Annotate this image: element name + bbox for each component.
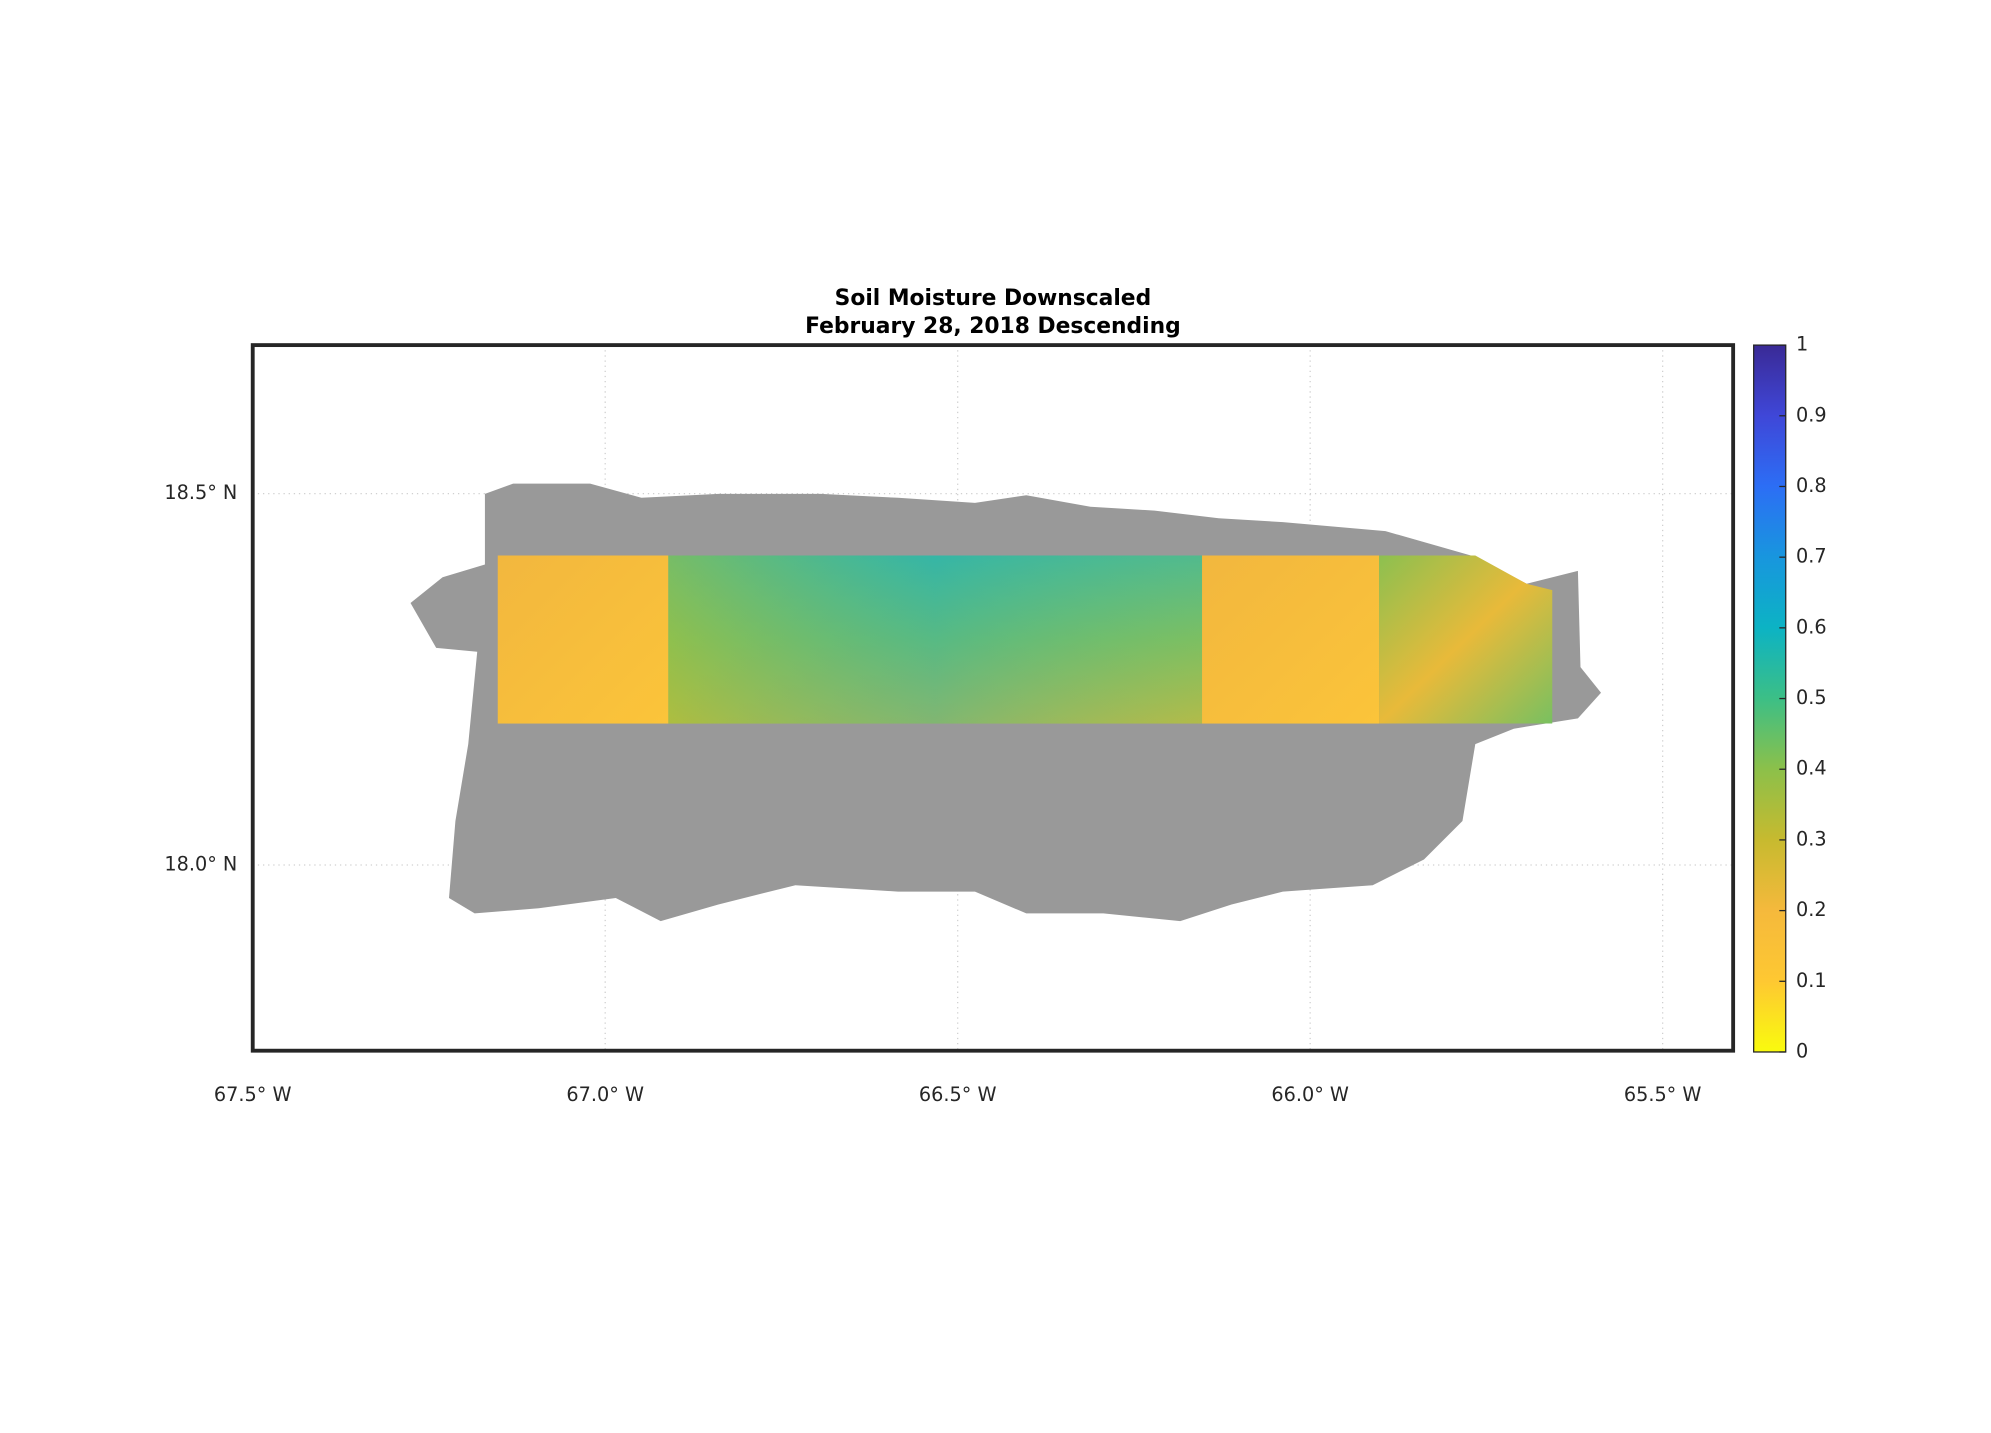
raster-block <box>497 555 669 724</box>
chart-title: Soil Moisture Downscaled <box>835 286 1152 311</box>
x-tick-label: 66.0° W <box>1271 1083 1349 1106</box>
colorbar-tick-label: 1 <box>1796 333 1808 356</box>
x-tick-label: 65.5° W <box>1624 1083 1702 1106</box>
colorbar-tick-label: 0.5 <box>1796 686 1827 709</box>
colorbar-axis: 0 0.1 0.2 0.3 0.4 0.5 0.6 0.7 0.8 0.9 1 <box>1779 333 1827 1062</box>
x-tick-label: 67.5° W <box>214 1083 292 1106</box>
colorbar-tick-label: 0.1 <box>1796 969 1827 992</box>
colorbar-tick-label: 0.4 <box>1796 757 1827 780</box>
raster-block <box>1379 555 1553 724</box>
colorbar-tick-label: 0.8 <box>1796 474 1827 497</box>
x-tick-label: 66.5° W <box>919 1083 997 1106</box>
colorbar-tick-label: 0.2 <box>1796 898 1827 921</box>
colorbar-tick-label: 0.6 <box>1796 615 1827 638</box>
soil-moisture-swath <box>497 555 1553 724</box>
colorbar-tick-label: 0.7 <box>1796 545 1827 568</box>
colorbar-tick-label: 0.9 <box>1796 403 1827 426</box>
colorbar-tick-label: 0 <box>1796 1039 1808 1062</box>
y-tick-label: 18.0° N <box>164 853 237 876</box>
raster-block <box>1202 555 1380 724</box>
raster-block <box>668 555 1203 724</box>
x-tick-label: 67.0° W <box>566 1083 644 1106</box>
chart-subtitle: February 28, 2018 Descending <box>805 314 1181 339</box>
y-tick-label: 18.5° N <box>164 481 237 504</box>
colorbar-tick-label: 0.3 <box>1796 827 1827 850</box>
map-frame <box>250 343 1736 1053</box>
